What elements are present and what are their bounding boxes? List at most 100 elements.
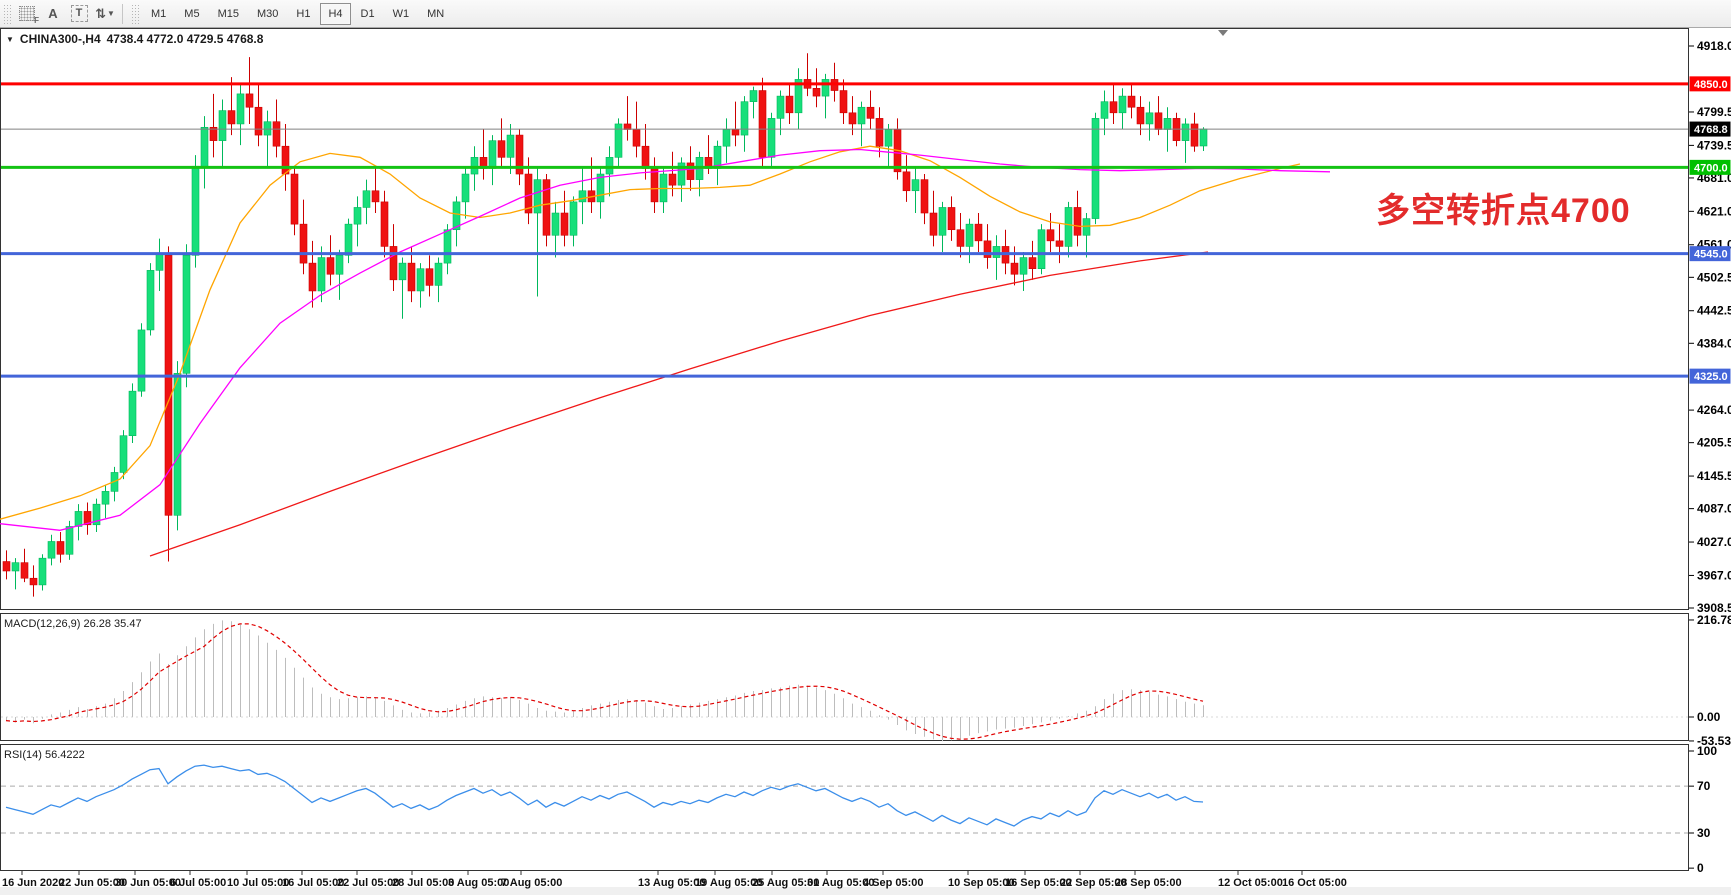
time-axis-label[interactable]: 10 Jul 05:00 xyxy=(227,877,289,889)
time-axis-label[interactable]: 3 Aug 05:00 xyxy=(448,877,509,889)
tab-m1[interactable]: M1 xyxy=(151,7,167,20)
candle-body xyxy=(65,526,74,555)
candle-body xyxy=(362,190,371,208)
tab-h4[interactable]: H4 xyxy=(320,2,351,25)
candle-body xyxy=(380,201,389,247)
tab-mn[interactable]: MN xyxy=(427,7,445,20)
candle-body xyxy=(209,126,218,141)
candle-body xyxy=(299,223,308,264)
time-axis-label[interactable]: 13 Aug 05:00 xyxy=(638,877,705,889)
cursor-arrows-icon[interactable]: ⇅ ▼ xyxy=(95,5,115,21)
candle-body xyxy=(1127,95,1136,108)
chart-window: 4918.0 4799.5 4739.5 4681.0 4621.0 4561.0 4502… xyxy=(0,28,1731,895)
rsi-axis-label: 70 xyxy=(1697,779,1711,793)
toolbar-grip[interactable] xyxy=(3,3,11,24)
candle-body xyxy=(866,106,875,119)
candle-body xyxy=(191,165,200,256)
annotation-letter-a-icon[interactable]: A xyxy=(48,6,58,21)
time-axis-label[interactable]: 31 Aug 05:00 xyxy=(807,877,874,889)
time-axis-label[interactable]: 4 Sep 05:00 xyxy=(863,877,924,889)
candle-body xyxy=(128,390,137,437)
indicators-grid-f-icon[interactable]: F xyxy=(15,2,39,26)
tab-m5[interactable]: M5 xyxy=(184,7,200,20)
rsi-indicator-label: RSI(14) 56.4222 xyxy=(4,749,85,761)
time-axis-label[interactable]: 28 Jul 05:00 xyxy=(392,877,454,889)
price-badge-label: 4545.0 xyxy=(1694,249,1728,261)
candle-body xyxy=(749,90,758,102)
pane-macd[interactable] xyxy=(0,613,1689,741)
pane-rsi[interactable] xyxy=(0,744,1689,871)
price-axis-label: 4264.0 xyxy=(1697,403,1731,417)
time-axis-label[interactable]: 10 Sep 05:00 xyxy=(948,877,1015,889)
candle-body xyxy=(758,90,767,158)
chevron-down-icon[interactable]: ▼ xyxy=(6,34,14,44)
candle-body xyxy=(542,179,551,236)
candle-body xyxy=(911,179,920,192)
time-axis-label[interactable]: 6 Jul 05:00 xyxy=(170,877,226,889)
chart-canvas[interactable]: 4918.04799.54739.54681.04621.04561.04502… xyxy=(0,28,1731,895)
candle-body xyxy=(1010,262,1019,275)
time-axis-label[interactable]: 22 Jun 05:00 xyxy=(59,877,125,889)
symbol-label: CHINA300-,H4 xyxy=(19,32,101,46)
candle-body xyxy=(677,162,686,186)
price-axis-label: 4799.5 xyxy=(1697,105,1731,119)
time-axis-label[interactable]: 16 Jul 05:00 xyxy=(282,877,344,889)
chart-annotation-text: 多空转折点4700 xyxy=(1376,192,1631,230)
candle-body xyxy=(92,503,101,526)
candle-body xyxy=(2,561,11,572)
candle-body xyxy=(920,179,929,214)
ma-red xyxy=(149,251,1209,557)
candle-body xyxy=(839,90,848,114)
candle-body xyxy=(974,223,983,242)
candle-body xyxy=(83,511,92,526)
price-axis-label: 3967.0 xyxy=(1697,568,1731,582)
chart-shift-marker[interactable] xyxy=(1218,30,1228,36)
candle-body xyxy=(389,246,398,281)
macd-axis-label: -53.53 xyxy=(1697,734,1731,748)
tab-d1[interactable]: D1 xyxy=(360,7,375,20)
candle-body xyxy=(47,541,56,559)
candle-body xyxy=(821,79,830,97)
candle-body xyxy=(776,95,785,119)
time-axis-label[interactable]: 12 Oct 05:00 xyxy=(1218,877,1283,889)
text-box-t-icon[interactable]: T xyxy=(67,2,91,26)
candle-body xyxy=(470,157,479,175)
price-axis-label: 4087.0 xyxy=(1697,502,1731,516)
candle-body xyxy=(614,123,623,158)
candle-body xyxy=(965,223,974,247)
time-axis-label[interactable]: 25 Aug 05:00 xyxy=(752,877,819,889)
candle-body xyxy=(515,134,524,175)
time-axis-label[interactable]: 19 Aug 05:00 xyxy=(695,877,762,889)
toolbar-grip-2[interactable] xyxy=(131,3,139,24)
candle-body xyxy=(1046,229,1055,242)
time-axis-label[interactable]: 30 Jun 05:00 xyxy=(115,877,181,889)
candle-body xyxy=(119,435,128,473)
tab-w1[interactable]: W1 xyxy=(392,7,410,20)
rsi-axis-label: 100 xyxy=(1697,744,1717,758)
tab-m15[interactable]: M15 xyxy=(217,7,239,20)
candle-body xyxy=(443,229,452,264)
candle-body xyxy=(20,562,29,579)
time-axis-label[interactable]: 28 Sep 05:00 xyxy=(1115,877,1182,889)
time-axis-label[interactable]: 22 Jul 05:00 xyxy=(337,877,399,889)
time-axis-label[interactable]: 7 Aug 05:00 xyxy=(501,877,562,889)
candle-body xyxy=(425,268,434,286)
candle-body xyxy=(182,255,191,374)
rsi-line xyxy=(5,764,1204,827)
tab-h1[interactable]: H1 xyxy=(296,7,311,20)
chevron-down-icon[interactable]: ▼ xyxy=(106,9,115,18)
pane-main[interactable] xyxy=(0,28,1689,610)
candle-body xyxy=(56,541,65,555)
time-axis-label[interactable]: 16 Jun 2020 xyxy=(2,877,64,889)
candle-body xyxy=(290,173,299,225)
candle-body xyxy=(650,168,659,203)
candle-body xyxy=(11,562,20,572)
candle-body xyxy=(281,145,290,175)
candle-body xyxy=(398,262,407,281)
macd-axis-label: 0.00 xyxy=(1697,710,1721,724)
time-axis-label[interactable]: 22 Sep 05:00 xyxy=(1060,877,1127,889)
time-axis-label[interactable]: 16 Oct 05:00 xyxy=(1282,877,1347,889)
time-axis-label[interactable]: 16 Sep 05:00 xyxy=(1005,877,1072,889)
candle-body xyxy=(164,255,173,516)
tab-m30[interactable]: M30 xyxy=(256,7,279,20)
